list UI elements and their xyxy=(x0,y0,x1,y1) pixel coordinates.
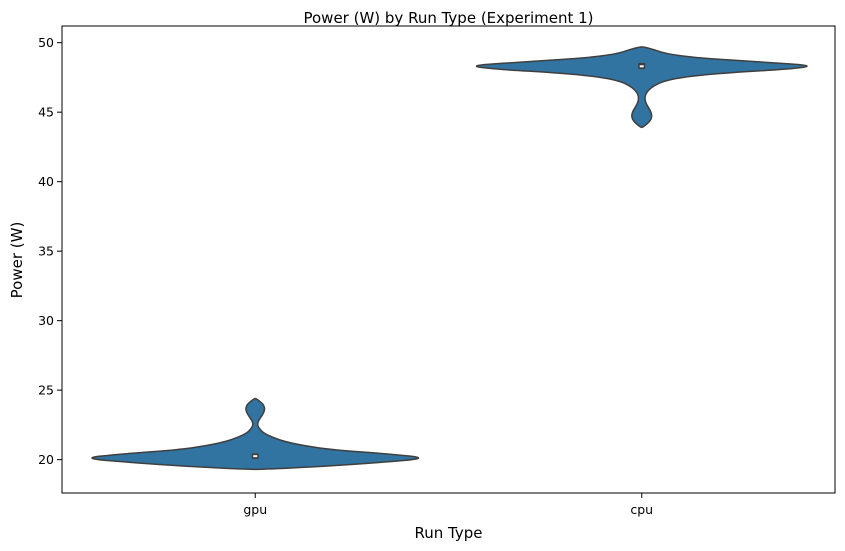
median-marker-cpu xyxy=(639,65,644,68)
y-tick-label: 25 xyxy=(38,383,54,398)
x-tick-label: gpu xyxy=(243,502,267,517)
x-tick-label: cpu xyxy=(630,502,653,517)
y-tick-label: 30 xyxy=(38,313,54,328)
y-tick-label: 35 xyxy=(38,244,54,259)
violin-group xyxy=(91,46,808,471)
y-tick-label: 20 xyxy=(38,452,54,467)
violin-cpu xyxy=(475,46,808,129)
plot-frame xyxy=(61,25,836,494)
y-tick-label: 45 xyxy=(38,105,54,120)
y-tick-label: 40 xyxy=(38,174,54,189)
chart-title: Power (W) by Run Type (Experiment 1) xyxy=(303,9,593,27)
median-marker-gpu xyxy=(253,455,258,458)
violin-gpu xyxy=(91,397,420,471)
y-tick-label: 50 xyxy=(38,35,54,50)
y-axis: 20 25 30 35 40 45 50 xyxy=(38,35,62,467)
x-axis-title: Run Type xyxy=(415,524,483,542)
y-axis-title: Power (W) xyxy=(8,222,26,299)
x-axis: gpu cpu xyxy=(243,493,653,517)
